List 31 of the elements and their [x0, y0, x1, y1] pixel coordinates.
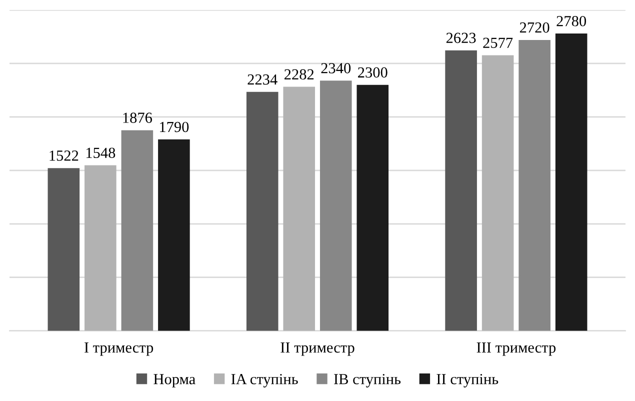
legend-label: IB ступінь [334, 374, 401, 388]
x-tick-label: III триместр [476, 342, 556, 356]
data-label: 2340 [321, 63, 351, 74]
data-label: 2577 [483, 38, 513, 48]
data-label: 1522 [50, 150, 78, 161]
data-label: 2720 [520, 22, 550, 33]
bar [283, 86, 316, 331]
bar [518, 40, 550, 331]
data-label: 2282 [284, 69, 314, 80]
data-label: 2300 [358, 67, 388, 78]
data-label: 1876 [123, 112, 152, 123]
data-label: 2234 [248, 74, 278, 85]
data-label: 2780 [556, 16, 586, 26]
x-tick-label: II триместр [280, 342, 354, 356]
bar [320, 80, 352, 331]
legend-label: II ступінь [436, 374, 498, 388]
data-label: 1790 [160, 122, 189, 132]
bar [246, 92, 278, 331]
bar [121, 130, 154, 331]
legend-label: Норма [154, 374, 196, 388]
bar [356, 84, 389, 331]
data-label: 1548 [86, 148, 116, 158]
data-label: 2623 [446, 32, 476, 44]
x-tick-label: I триместр [84, 342, 154, 356]
bar [445, 50, 477, 331]
bar [555, 34, 588, 331]
bar [48, 168, 80, 331]
bar [482, 55, 514, 331]
bar [84, 165, 116, 331]
bar [158, 139, 190, 331]
legend-label: IA ступінь [231, 374, 298, 388]
